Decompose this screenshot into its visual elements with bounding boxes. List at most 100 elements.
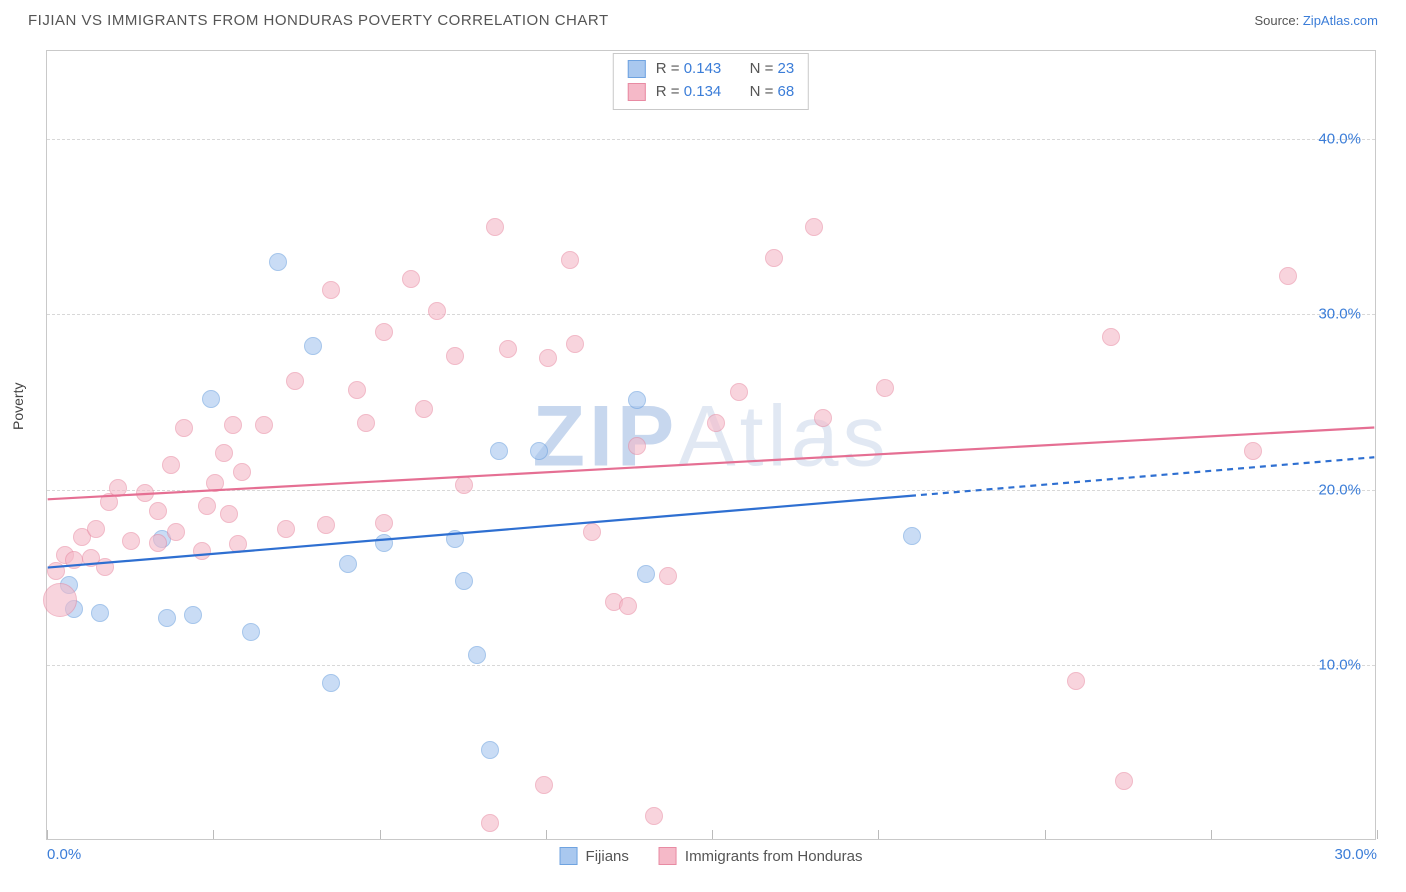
scatter-point bbox=[149, 534, 167, 552]
y-axis-label: Poverty bbox=[10, 383, 26, 430]
xtick bbox=[712, 830, 713, 839]
scatter-point bbox=[561, 251, 579, 269]
scatter-point bbox=[446, 530, 464, 548]
scatter-point bbox=[348, 381, 366, 399]
xtick bbox=[47, 830, 48, 839]
scatter-point bbox=[1244, 442, 1262, 460]
scatter-point bbox=[628, 437, 646, 455]
scatter-point bbox=[122, 532, 140, 550]
scatter-point bbox=[583, 523, 601, 541]
scatter-point bbox=[659, 567, 677, 585]
scatter-point bbox=[375, 514, 393, 532]
grid-line bbox=[47, 139, 1375, 140]
scatter-point bbox=[167, 523, 185, 541]
scatter-point bbox=[149, 502, 167, 520]
scatter-point bbox=[490, 442, 508, 460]
xtick-label: 0.0% bbox=[47, 846, 81, 863]
scatter-point bbox=[304, 337, 322, 355]
corr-row: R = 0.134 N = 68 bbox=[628, 81, 794, 104]
scatter-point bbox=[136, 484, 154, 502]
trend-lines bbox=[47, 51, 1375, 839]
scatter-point bbox=[175, 419, 193, 437]
scatter-point bbox=[637, 565, 655, 583]
chart-area: 10.0%20.0%30.0%40.0% ZIPAtlas R = 0.143 … bbox=[46, 50, 1376, 840]
scatter-point bbox=[322, 281, 340, 299]
scatter-point bbox=[317, 516, 335, 534]
scatter-point bbox=[707, 414, 725, 432]
scatter-point bbox=[339, 555, 357, 573]
scatter-point bbox=[765, 249, 783, 267]
chart-title: FIJIAN VS IMMIGRANTS FROM HONDURAS POVER… bbox=[28, 12, 609, 29]
grid-line bbox=[47, 314, 1375, 315]
source-link[interactable]: ZipAtlas.com bbox=[1303, 13, 1378, 28]
scatter-point bbox=[375, 323, 393, 341]
watermark: ZIPAtlas bbox=[533, 388, 890, 487]
source-prefix: Source: bbox=[1254, 13, 1302, 28]
scatter-point bbox=[455, 476, 473, 494]
scatter-point bbox=[322, 674, 340, 692]
scatter-point bbox=[415, 400, 433, 418]
xtick-label: 30.0% bbox=[1334, 846, 1377, 863]
scatter-point bbox=[1067, 672, 1085, 690]
scatter-point bbox=[486, 218, 504, 236]
scatter-point bbox=[193, 542, 211, 560]
xtick bbox=[1211, 830, 1212, 839]
scatter-point bbox=[566, 335, 584, 353]
scatter-point bbox=[814, 409, 832, 427]
scatter-point bbox=[375, 534, 393, 552]
ytick-label: 30.0% bbox=[1318, 306, 1361, 323]
legend-swatch bbox=[628, 60, 646, 78]
scatter-point bbox=[184, 606, 202, 624]
scatter-point bbox=[645, 807, 663, 825]
scatter-point bbox=[619, 597, 637, 615]
scatter-point bbox=[468, 646, 486, 664]
scatter-point bbox=[229, 535, 247, 553]
ytick-label: 10.0% bbox=[1318, 657, 1361, 674]
scatter-point bbox=[43, 583, 77, 617]
scatter-point bbox=[530, 442, 548, 460]
scatter-point bbox=[255, 416, 273, 434]
scatter-point bbox=[446, 347, 464, 365]
scatter-point bbox=[539, 349, 557, 367]
legend-swatch bbox=[659, 847, 677, 865]
scatter-point bbox=[206, 474, 224, 492]
legend-item: Fijians bbox=[560, 847, 629, 865]
grid-line bbox=[47, 665, 1375, 666]
scatter-point bbox=[87, 520, 105, 538]
scatter-point bbox=[215, 444, 233, 462]
scatter-point bbox=[233, 463, 251, 481]
scatter-point bbox=[805, 218, 823, 236]
scatter-point bbox=[876, 379, 894, 397]
scatter-point bbox=[96, 558, 114, 576]
scatter-point bbox=[402, 270, 420, 288]
scatter-point bbox=[277, 520, 295, 538]
n-label: N = 23 bbox=[750, 58, 795, 81]
scatter-point bbox=[109, 479, 127, 497]
scatter-point bbox=[535, 776, 553, 794]
xtick bbox=[380, 830, 381, 839]
scatter-point bbox=[198, 497, 216, 515]
legend-swatch bbox=[560, 847, 578, 865]
watermark-light: Atlas bbox=[678, 389, 889, 485]
scatter-point bbox=[1102, 328, 1120, 346]
xtick bbox=[546, 830, 547, 839]
scatter-point bbox=[220, 505, 238, 523]
scatter-point bbox=[162, 456, 180, 474]
n-label: N = 68 bbox=[750, 81, 795, 104]
bottom-legend: Fijians Immigrants from Honduras bbox=[560, 847, 863, 865]
scatter-point bbox=[286, 372, 304, 390]
scatter-point bbox=[730, 383, 748, 401]
xtick bbox=[1377, 830, 1378, 839]
legend-item: Immigrants from Honduras bbox=[659, 847, 863, 865]
scatter-point bbox=[481, 741, 499, 759]
legend-swatch bbox=[628, 83, 646, 101]
scatter-point bbox=[47, 562, 65, 580]
ytick-label: 40.0% bbox=[1318, 130, 1361, 147]
scatter-point bbox=[455, 572, 473, 590]
scatter-point bbox=[91, 604, 109, 622]
scatter-point bbox=[357, 414, 375, 432]
r-label: R = 0.143 bbox=[656, 58, 721, 81]
scatter-point bbox=[499, 340, 517, 358]
xtick bbox=[213, 830, 214, 839]
legend-label: Immigrants from Honduras bbox=[685, 848, 863, 865]
